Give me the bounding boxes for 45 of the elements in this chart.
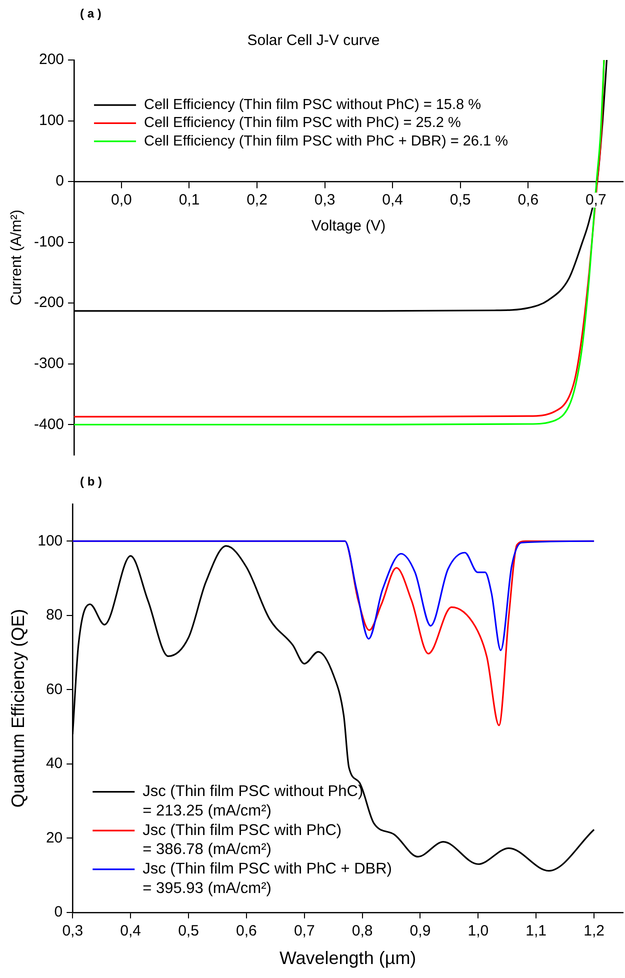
y-tick-label: 0: [54, 904, 63, 921]
x-tick-label: 0,8: [352, 922, 373, 940]
x-tick-label: 0,3: [62, 922, 84, 940]
x-tick-label: 1,0: [468, 922, 489, 940]
x-tick-label: 0,7: [294, 922, 315, 940]
legend-label: Cell Efficiency (Thin film PSC with PhC + DBR) = 26.1 %: [144, 133, 508, 150]
text: ( a ): [80, 6, 102, 20]
legend-label: Jsc (Thin film PSC with PhC + DBR) = 395.93 (mA/cm²): [142, 860, 392, 897]
x-tick-label: 0,9: [410, 922, 431, 940]
x-tick-label: 0,0: [111, 192, 132, 209]
x-tick-label: 1,1: [526, 922, 547, 940]
x-tick-label: 0,4: [120, 922, 141, 940]
y-tick-label: 40: [46, 755, 63, 772]
x-tick-label: 0,5: [450, 192, 471, 209]
y-tick-label: -200: [34, 294, 64, 312]
y-tick-label: 80: [46, 606, 63, 624]
y-tick-label: 20: [46, 829, 63, 846]
x-tick-label: 0,6: [518, 192, 539, 209]
y-tick-label: 200: [38, 51, 64, 68]
x-tick-label: 0,3: [314, 192, 336, 209]
x-tick-label: 0,7: [585, 192, 606, 209]
x-axis-title: Wavelength (µm): [279, 948, 416, 968]
y-axis-title: Current (A/m²): [8, 210, 26, 306]
x-axis-title: Voltage (V): [311, 218, 386, 235]
x-tick-label: 0,5: [178, 922, 199, 940]
chart-title: Solar Cell J-V curve: [247, 32, 380, 50]
y-tick-label: -300: [34, 354, 64, 372]
x-tick-label: 1,2: [584, 922, 604, 940]
y-tick-label: 100: [38, 112, 64, 129]
y-tick-label: 100: [38, 532, 63, 550]
legend-label: Cell Efficiency (Thin film PSC with PhC) = 25.2 %: [144, 115, 461, 132]
legend-label: Jsc (Thin film PSC without PhC) = 213.25 (mA/cm²): [142, 783, 364, 820]
x-tick-label: 0,2: [246, 192, 268, 209]
x-tick-label: 0,6: [236, 922, 257, 940]
legend-label: Cell Efficiency (Thin film PSC without PhC) = 15.8 %: [144, 97, 482, 114]
legend-label: Jsc (Thin film PSC with PhC) = 386.78 (mA/cm²): [142, 822, 342, 858]
y-tick-label: -100: [34, 233, 64, 250]
y-tick-label: 0: [56, 172, 64, 190]
line-series: [72, 540, 595, 652]
y-tick-label: -400: [34, 416, 64, 433]
text: ( b ): [80, 474, 102, 488]
x-tick-label: 0,4: [382, 192, 403, 209]
y-tick-label: 60: [46, 680, 63, 698]
x-tick-label: 0,1: [178, 192, 200, 209]
y-axis-title: Quantum Efficiency (QE): [8, 608, 28, 808]
